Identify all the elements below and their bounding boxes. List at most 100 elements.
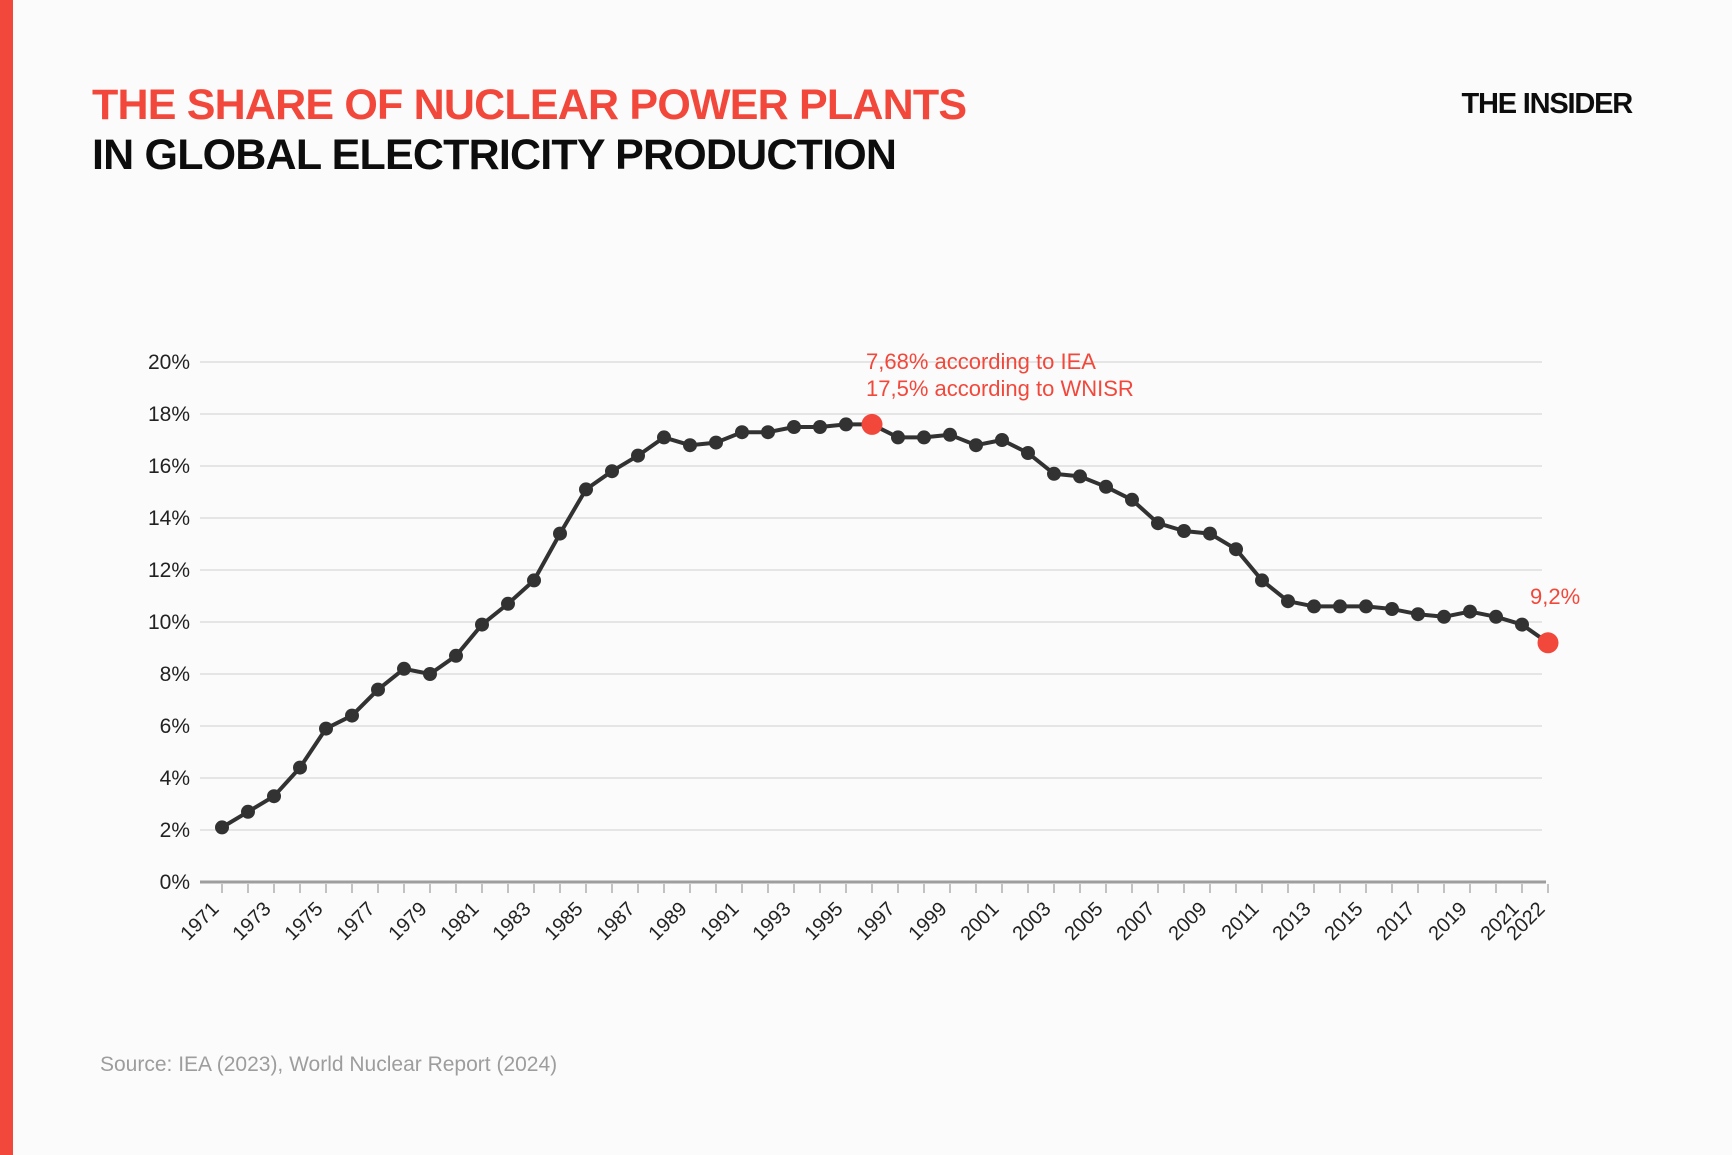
x-axis-tick-label: 2007 (1113, 898, 1160, 945)
x-axis-tick-label: 2011 (1218, 898, 1264, 944)
trend-line (220, 422, 1550, 830)
last-value-label: 9,2% (1530, 584, 1581, 609)
x-axis-tick-label: 1979 (385, 898, 432, 945)
data-point (735, 425, 749, 440)
x-axis-tick-label: 1993 (749, 898, 796, 945)
data-point (1385, 602, 1399, 616)
y-axis-tick-label: 4% (160, 767, 190, 790)
data-point (1151, 516, 1165, 531)
x-axis-tick-label: 1999 (905, 898, 952, 945)
data-point (501, 596, 515, 611)
title-line-2: IN GLOBAL ELECTRICITY PRODUCTION (92, 131, 897, 179)
data-point (1203, 526, 1217, 541)
data-point (1411, 607, 1425, 622)
data-point (969, 438, 983, 453)
data-point (995, 433, 1009, 447)
peak-annotation: 7,68% according to IEA 17,5% according t… (866, 348, 1134, 402)
data-point (1463, 604, 1477, 619)
x-axis-tick-label: 2013 (1269, 898, 1316, 945)
data-point (1359, 599, 1373, 614)
data-point (267, 789, 281, 804)
data-point (1073, 469, 1087, 484)
x-axis-tick-label: 2009 (1165, 898, 1212, 945)
y-axis-tick-label: 16% (148, 455, 190, 478)
data-point (657, 430, 671, 445)
x-axis-tick-label: 2015 (1321, 898, 1368, 945)
data-point (345, 708, 359, 723)
page-title: THE SHARE OF NUCLEAR POWER PLANTS IN GLO… (92, 80, 967, 180)
data-point (761, 425, 775, 440)
data-point (943, 427, 957, 442)
x-axis-tick-label: 2017 (1373, 898, 1420, 945)
data-point (1333, 599, 1347, 614)
y-axis-tick-label: 10% (148, 611, 190, 634)
y-axis-tick-label: 14% (148, 507, 190, 530)
y-axis-tick-label: 0% (160, 871, 190, 894)
data-point (605, 464, 619, 479)
data-point (241, 804, 255, 819)
data-point (1229, 542, 1243, 557)
data-point (631, 448, 645, 463)
data-point (1021, 446, 1035, 460)
x-axis-tick-label: 1991 (697, 898, 744, 945)
x-axis-tick-label: 1987 (593, 898, 640, 945)
data-point (319, 721, 333, 736)
data-point (1099, 479, 1113, 494)
x-axis-tick-label: 2005 (1061, 898, 1108, 945)
data-point (839, 417, 853, 432)
y-axis-tick-label: 8% (160, 663, 190, 686)
y-axis-tick-label: 20% (148, 351, 190, 374)
data-point (1437, 609, 1451, 624)
data-point (397, 661, 411, 676)
x-axis-tick-label: 1981 (437, 898, 484, 945)
x-axis-tick-label: 1975 (281, 898, 328, 945)
data-point (1307, 599, 1321, 614)
x-axis-tick-label: 1997 (853, 898, 900, 945)
data-point (293, 760, 307, 775)
left-accent-bar (0, 0, 13, 1155)
x-axis-tick-label: 1977 (333, 898, 380, 945)
x-axis-tick-label: 2001 (957, 898, 1004, 945)
data-point (891, 430, 905, 445)
x-axis-tick-label: 1983 (489, 898, 536, 945)
data-point (1125, 492, 1139, 507)
data-point (1515, 617, 1529, 632)
data-point (1489, 609, 1503, 624)
peak-annotation-wnisr: 17,5% according to WNISR (866, 376, 1134, 401)
data-point (1047, 466, 1061, 481)
x-axis-tick-label: 1995 (801, 898, 848, 945)
y-axis-tick-label: 6% (160, 715, 190, 738)
x-axis-tick-label: 1973 (229, 898, 276, 945)
x-axis-tick-label: 2019 (1425, 898, 1472, 945)
data-point (1281, 594, 1295, 609)
y-axis-tick-label: 2% (160, 819, 190, 842)
x-axis-tick-label: 1989 (645, 898, 692, 945)
title-line-1: THE SHARE OF NUCLEAR POWER PLANTS (92, 81, 967, 129)
data-point (449, 648, 463, 663)
data-point (579, 482, 593, 497)
data-point (709, 435, 723, 450)
data-point (813, 420, 827, 434)
data-point (475, 617, 489, 632)
data-point (683, 438, 697, 453)
data-point (1177, 524, 1191, 538)
highlighted-data-point (861, 413, 883, 435)
y-axis-tick-label: 18% (148, 403, 190, 426)
x-axis-tick-label: 2003 (1009, 898, 1056, 945)
data-point (1255, 573, 1269, 588)
data-point (371, 682, 385, 697)
data-point (527, 573, 541, 588)
highlighted-data-point (1537, 632, 1559, 654)
peak-annotation-iea: 7,68% according to IEA (866, 349, 1096, 374)
x-axis-tick-label: 1971 (177, 898, 224, 945)
data-point (215, 820, 229, 835)
data-point (423, 667, 437, 681)
data-point (917, 430, 931, 445)
y-axis-tick-label: 12% (148, 559, 190, 582)
x-axis-tick-label: 1985 (541, 898, 588, 945)
source-note: Source: IEA (2023), World Nuclear Report… (100, 1053, 558, 1076)
data-point (787, 420, 801, 434)
